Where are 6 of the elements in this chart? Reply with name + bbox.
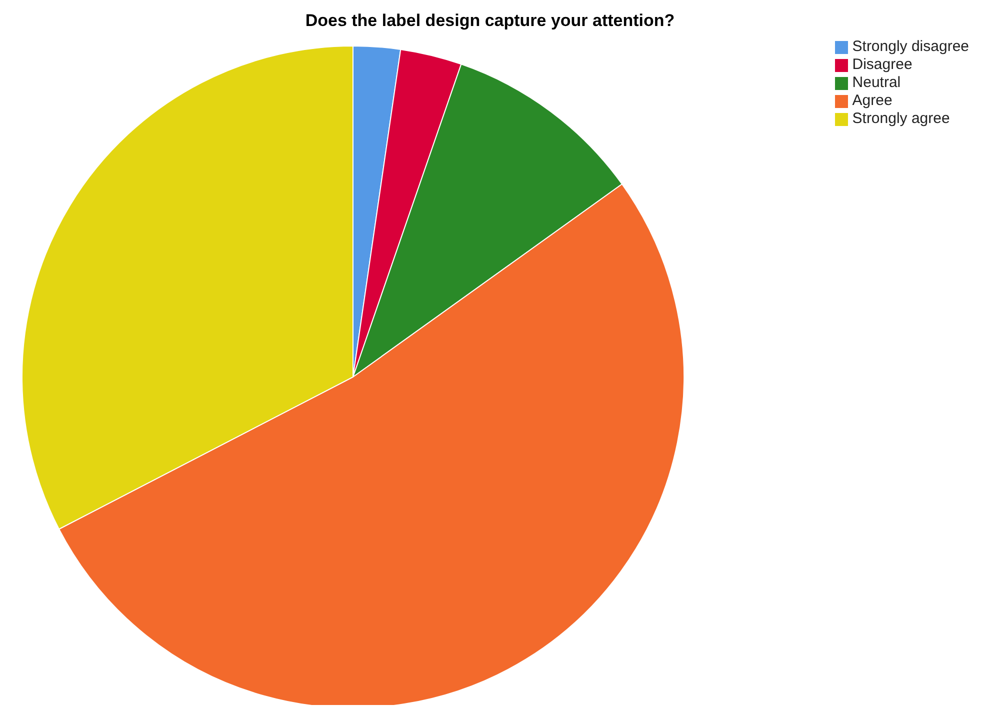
legend-label: Agree — [852, 92, 892, 109]
chart-title: Does the label design capture your attention? — [305, 11, 675, 30]
legend-label: Neutral — [852, 74, 901, 91]
legend-label: Disagree — [852, 56, 912, 73]
legend-label: Strongly agree — [852, 110, 950, 127]
legend-label: Strongly disagree — [852, 38, 969, 55]
